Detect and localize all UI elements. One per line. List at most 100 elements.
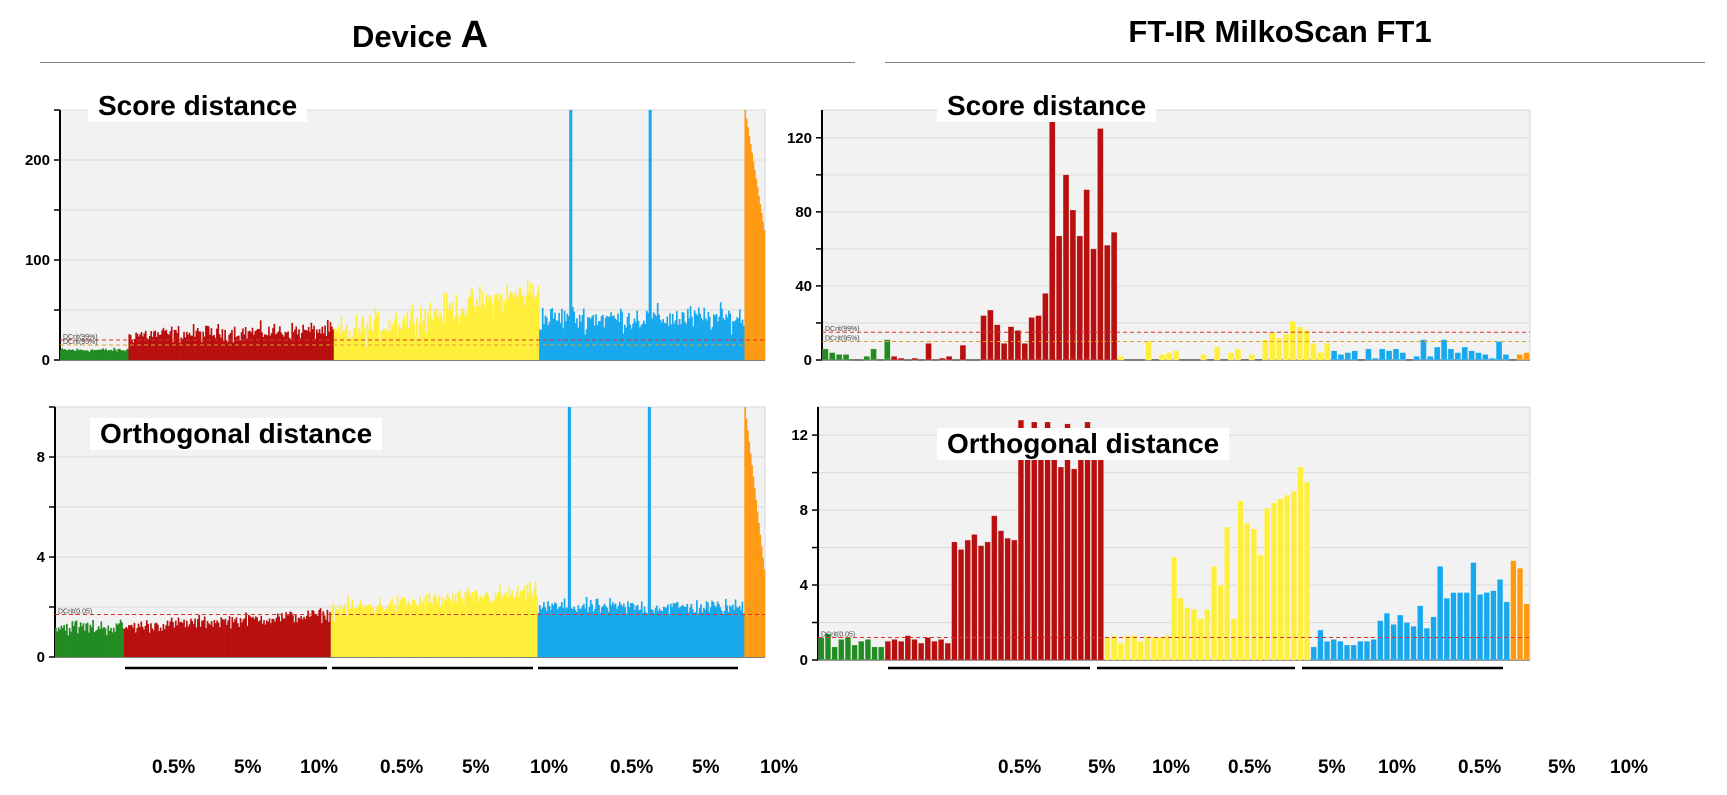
bar [474, 591, 476, 657]
bar [606, 608, 609, 657]
bar [414, 603, 417, 657]
bar [97, 626, 100, 657]
bar [1379, 348, 1386, 361]
bar [181, 622, 184, 657]
bar [154, 330, 157, 360]
bar [395, 610, 398, 657]
bar [238, 626, 241, 657]
bar [169, 621, 172, 657]
bar [481, 291, 484, 360]
milkoscan-red-label-1: 0.5% [998, 757, 1042, 778]
bar [77, 633, 79, 657]
bar [151, 336, 154, 360]
bar [134, 632, 137, 657]
bar [1200, 354, 1207, 361]
bar [472, 601, 475, 657]
bar [383, 610, 385, 657]
bar [496, 595, 498, 657]
bar [262, 336, 265, 360]
bar [1097, 128, 1104, 361]
bar [312, 610, 315, 657]
bar [488, 295, 491, 360]
bar [184, 627, 187, 657]
bar [191, 335, 194, 360]
bar [432, 597, 435, 657]
bar [610, 312, 612, 360]
bar [689, 607, 691, 657]
milkoscan-red-label-2: 5% [1088, 757, 1116, 778]
bar [744, 407, 746, 657]
bar [715, 313, 718, 360]
bar [1069, 209, 1077, 361]
bar [111, 632, 114, 657]
bar [1104, 637, 1111, 661]
bar [1076, 235, 1083, 361]
bar [625, 613, 628, 657]
bar [529, 582, 531, 657]
bar [755, 499, 758, 657]
bar [587, 611, 589, 657]
bar [525, 296, 528, 360]
bar [218, 334, 221, 360]
bar [624, 607, 627, 657]
bar [685, 323, 688, 360]
bar [281, 334, 284, 360]
bar [623, 603, 625, 657]
bar [718, 316, 721, 360]
bar [726, 605, 729, 657]
bar [77, 349, 80, 360]
bar [583, 603, 585, 657]
bar [722, 317, 725, 360]
bar [573, 311, 576, 360]
bar [82, 623, 85, 657]
bar [676, 311, 678, 360]
bar [150, 623, 152, 657]
bar [424, 309, 426, 360]
bar [387, 605, 389, 657]
bar [236, 623, 239, 657]
bar [700, 317, 703, 360]
bar [463, 605, 465, 657]
bar [275, 617, 278, 657]
bar [55, 627, 57, 657]
bar [595, 314, 597, 360]
bar [314, 613, 316, 657]
bar [365, 347, 367, 360]
bar [249, 616, 252, 657]
bar [251, 327, 254, 360]
bar [217, 323, 220, 360]
bar [279, 621, 282, 657]
bar [473, 306, 476, 360]
bar [297, 617, 300, 657]
bar [898, 641, 905, 661]
bar [445, 600, 447, 657]
bar [268, 618, 271, 657]
bar [509, 292, 511, 360]
critical-limit-label: DCrit(95%) [63, 339, 98, 346]
bar [148, 336, 151, 360]
bar [581, 605, 584, 657]
bar [201, 342, 203, 360]
bar [101, 628, 104, 657]
bar [446, 293, 448, 360]
milkoscan-blue-label-1: 0.5% [1458, 757, 1502, 778]
bar [705, 601, 708, 657]
milkoscan-yellow-label-3: 10% [1378, 757, 1417, 778]
bar [603, 327, 606, 360]
bar [316, 616, 319, 657]
bar [890, 356, 898, 361]
bar [232, 622, 235, 657]
bar [759, 534, 762, 657]
bar [660, 322, 663, 360]
bar [214, 623, 217, 657]
bar [565, 321, 567, 360]
y-tick-label: 4 [37, 549, 46, 566]
bar [1502, 354, 1510, 361]
bar [326, 609, 329, 657]
bar [527, 593, 530, 657]
bar [307, 327, 310, 360]
bar [444, 323, 447, 360]
bar [355, 314, 358, 360]
device-a-red-label-1: 0.5% [152, 757, 196, 778]
bar [90, 627, 93, 657]
